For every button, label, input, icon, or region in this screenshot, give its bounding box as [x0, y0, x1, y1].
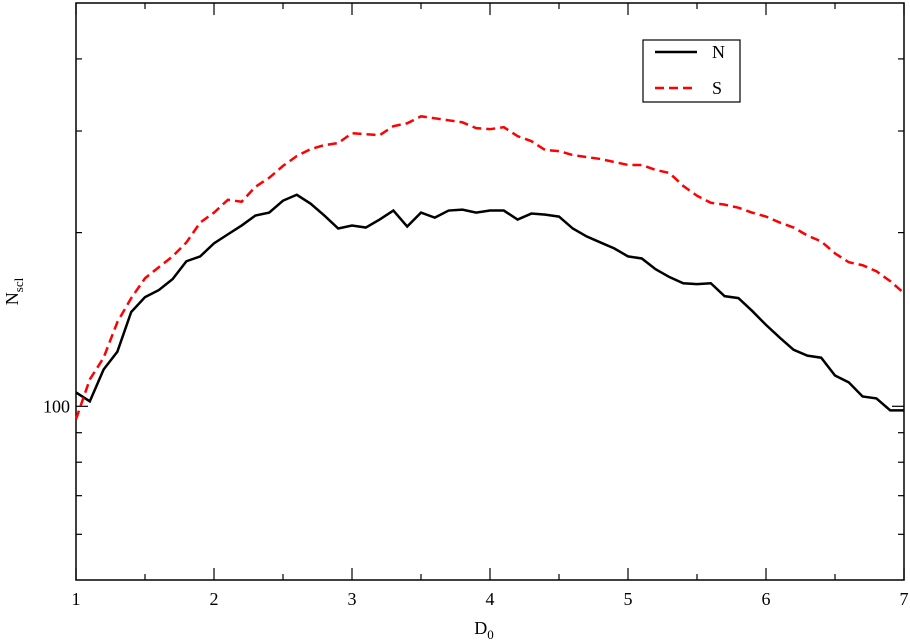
- x-tick-label: 5: [624, 589, 633, 609]
- x-tick-label: 7: [900, 589, 909, 609]
- series-line: [75, 193, 904, 412]
- legend-label: N: [712, 42, 725, 62]
- legend-box: [642, 39, 741, 103]
- x-label-main: D: [474, 618, 487, 638]
- legend: NS: [642, 39, 741, 103]
- y-label-sub: scl: [11, 277, 26, 292]
- x-tick-label: 4: [486, 589, 495, 609]
- series-line: [74, 115, 905, 420]
- y-axis-label: Nscl: [2, 277, 26, 305]
- x-axis-label: D0: [474, 618, 494, 642]
- x-tick-label: 1: [72, 589, 81, 609]
- x-tick-label: 3: [348, 589, 357, 609]
- y-label-main: N: [2, 292, 22, 305]
- plot-frame: [75, 2, 905, 581]
- x-tick-label: 6: [762, 589, 771, 609]
- legend-label: S: [712, 78, 722, 98]
- x-label-sub: 0: [487, 627, 494, 642]
- y-tick-label: 100: [43, 396, 70, 416]
- x-tick-label: 2: [210, 589, 219, 609]
